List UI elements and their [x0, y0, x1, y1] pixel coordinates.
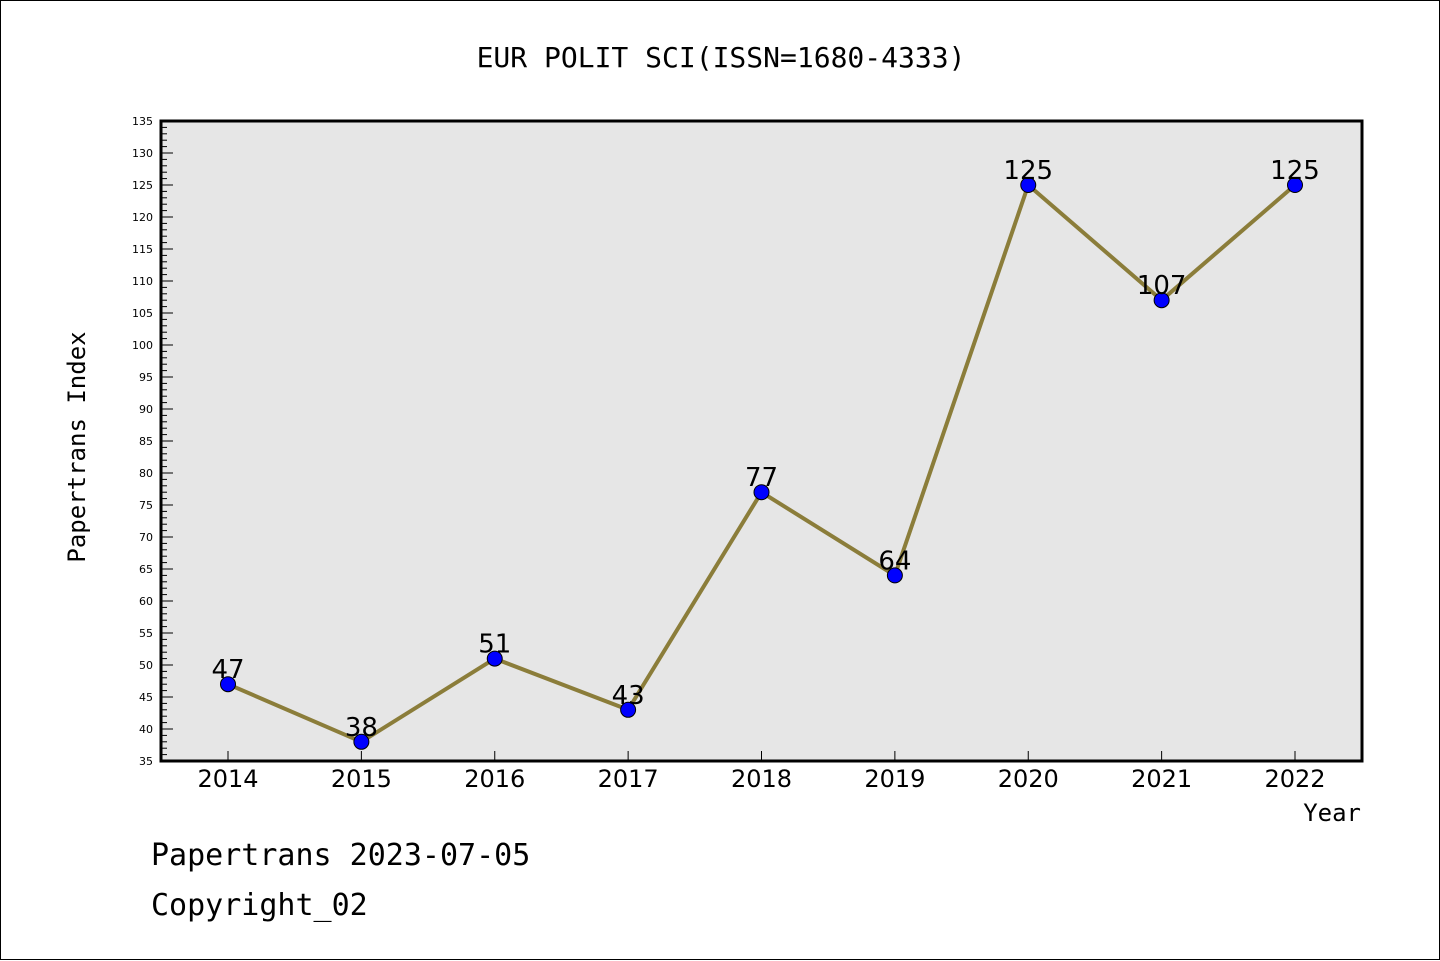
x-tick-label: 2017 — [598, 765, 659, 793]
y-tick-label: 110 — [132, 275, 153, 288]
plot-area — [161, 121, 1362, 761]
y-tick-label: 115 — [132, 243, 153, 256]
y-tick-label: 45 — [139, 691, 153, 704]
x-tick-label: 2018 — [731, 765, 792, 793]
x-tick-label: 2020 — [998, 765, 1059, 793]
data-label: 47 — [211, 655, 244, 685]
y-tick-label: 85 — [139, 435, 153, 448]
data-point — [620, 701, 637, 718]
x-tick-label: 2022 — [1264, 765, 1325, 793]
data-label: 43 — [612, 681, 645, 711]
y-axis-label: Papertrans Index — [63, 331, 91, 562]
y-tick-label: 60 — [139, 595, 153, 608]
data-point — [1020, 177, 1037, 193]
y-tick-label: 35 — [139, 755, 153, 768]
x-tick-label: 2015 — [331, 765, 392, 793]
y-tick-label: 75 — [139, 499, 153, 512]
data-label: 125 — [1270, 156, 1320, 186]
y-tick-label: 125 — [132, 179, 153, 192]
y-tick-label: 105 — [132, 307, 153, 320]
x-tick-label: 2019 — [864, 765, 925, 793]
data-point — [486, 650, 503, 667]
y-tick-label: 90 — [139, 403, 153, 416]
y-tick-label: 120 — [132, 211, 153, 224]
y-tick-label: 95 — [139, 371, 153, 384]
y-tick-label: 50 — [139, 659, 153, 672]
data-point — [1153, 292, 1170, 309]
footer-date: Papertrans 2023-07-05 — [151, 838, 530, 873]
data-label: 38 — [345, 713, 378, 743]
x-tick-label: 2021 — [1131, 765, 1192, 793]
y-tick-label: 40 — [139, 723, 153, 736]
x-tick-label: 2016 — [464, 765, 525, 793]
data-labels: 47 38 51 43 77 64 125 107 125 — [211, 156, 1319, 743]
x-tick-label: 2014 — [197, 765, 258, 793]
y-tick-label: 55 — [139, 627, 153, 640]
data-label: 51 — [478, 630, 511, 660]
x-axis-ticks: 2014 2015 2016 2017 2018 2019 2020 2021 2022 — [197, 751, 1326, 793]
y-tick-label: 100 — [132, 339, 153, 352]
y-tick-label: 135 — [132, 115, 153, 128]
chart-title: EUR POLIT SCI(ISSN=1680-4333) — [477, 41, 966, 74]
data-markers — [220, 177, 1303, 750]
y-tick-label: 80 — [139, 467, 153, 480]
y-tick-label: 130 — [132, 147, 153, 160]
y-tick-label: 65 — [139, 563, 153, 576]
data-label: 77 — [745, 463, 778, 493]
data-label: 125 — [1003, 156, 1053, 186]
data-point — [886, 567, 903, 584]
data-label: 64 — [878, 546, 911, 576]
data-point — [220, 676, 236, 693]
data-point — [1287, 177, 1303, 193]
x-axis-label: Year — [1303, 799, 1361, 827]
data-point — [753, 484, 770, 501]
y-tick-label: 70 — [139, 531, 153, 544]
data-label: 107 — [1137, 271, 1187, 301]
data-point — [353, 733, 370, 750]
footer-copyright: Copyright_02 — [151, 888, 368, 923]
plot-border — [159, 119, 1364, 763]
